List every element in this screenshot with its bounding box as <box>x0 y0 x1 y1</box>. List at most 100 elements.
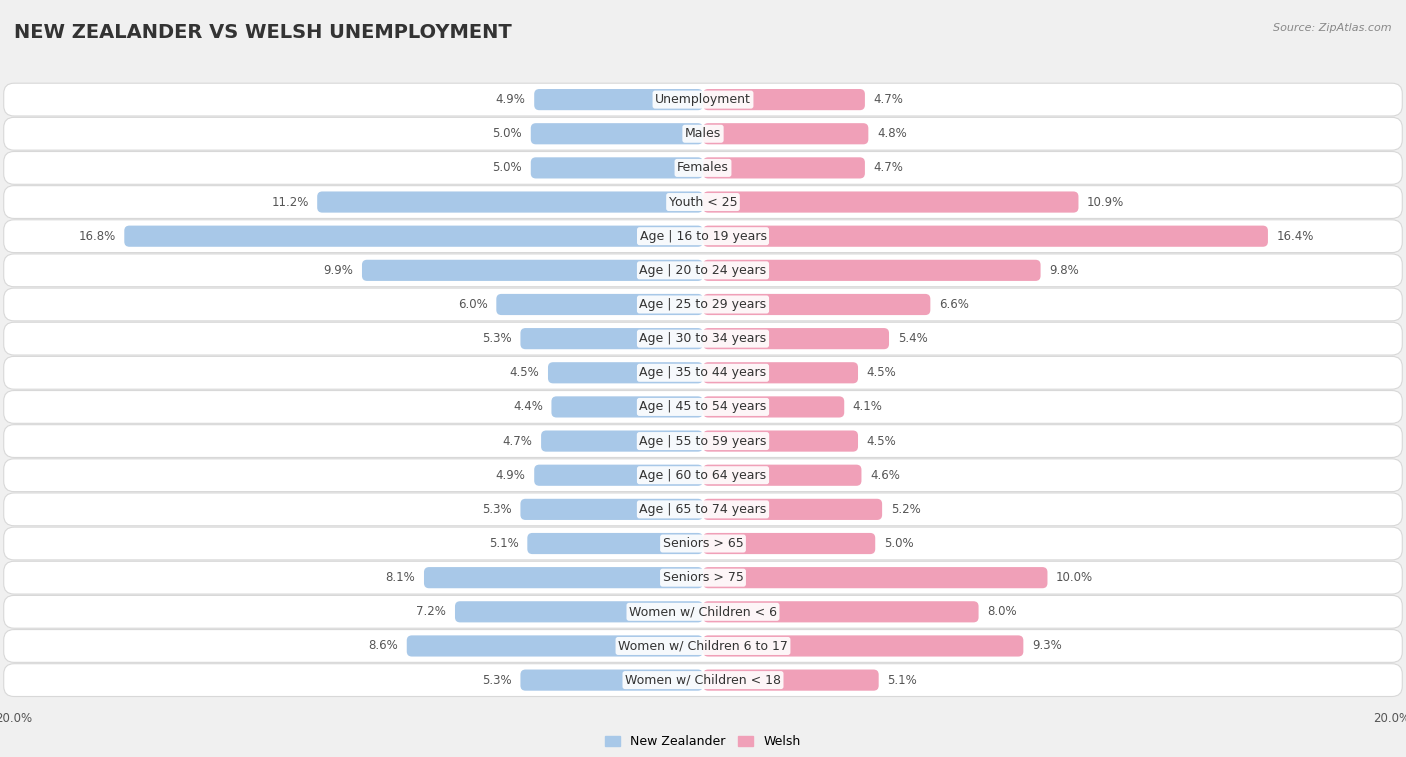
FancyBboxPatch shape <box>703 533 875 554</box>
FancyBboxPatch shape <box>4 493 1402 526</box>
FancyBboxPatch shape <box>703 260 1040 281</box>
Text: Age | 55 to 59 years: Age | 55 to 59 years <box>640 435 766 447</box>
Text: 4.5%: 4.5% <box>866 435 897 447</box>
Text: 7.2%: 7.2% <box>416 606 446 618</box>
Text: Males: Males <box>685 127 721 140</box>
Text: Unemployment: Unemployment <box>655 93 751 106</box>
Text: 4.5%: 4.5% <box>866 366 897 379</box>
FancyBboxPatch shape <box>4 83 1402 116</box>
FancyBboxPatch shape <box>4 391 1402 423</box>
FancyBboxPatch shape <box>703 669 879 690</box>
FancyBboxPatch shape <box>124 226 703 247</box>
Text: 8.1%: 8.1% <box>385 572 415 584</box>
FancyBboxPatch shape <box>4 288 1402 321</box>
Text: 4.4%: 4.4% <box>513 400 543 413</box>
Legend: New Zealander, Welsh: New Zealander, Welsh <box>606 735 800 748</box>
FancyBboxPatch shape <box>4 596 1402 628</box>
FancyBboxPatch shape <box>520 328 703 349</box>
FancyBboxPatch shape <box>318 192 703 213</box>
Text: NEW ZEALANDER VS WELSH UNEMPLOYMENT: NEW ZEALANDER VS WELSH UNEMPLOYMENT <box>14 23 512 42</box>
Text: 5.0%: 5.0% <box>884 537 914 550</box>
FancyBboxPatch shape <box>4 630 1402 662</box>
Text: Seniors > 65: Seniors > 65 <box>662 537 744 550</box>
Text: Age | 35 to 44 years: Age | 35 to 44 years <box>640 366 766 379</box>
FancyBboxPatch shape <box>4 357 1402 389</box>
Text: 4.1%: 4.1% <box>853 400 883 413</box>
Text: 5.4%: 5.4% <box>897 332 928 345</box>
FancyBboxPatch shape <box>496 294 703 315</box>
FancyBboxPatch shape <box>703 431 858 452</box>
FancyBboxPatch shape <box>703 465 862 486</box>
FancyBboxPatch shape <box>703 226 1268 247</box>
Text: 10.0%: 10.0% <box>1056 572 1094 584</box>
Text: 4.7%: 4.7% <box>873 93 904 106</box>
FancyBboxPatch shape <box>703 123 869 145</box>
Text: Women w/ Children < 18: Women w/ Children < 18 <box>626 674 780 687</box>
Text: 6.0%: 6.0% <box>458 298 488 311</box>
FancyBboxPatch shape <box>531 157 703 179</box>
FancyBboxPatch shape <box>520 669 703 690</box>
Text: 16.8%: 16.8% <box>79 229 115 243</box>
FancyBboxPatch shape <box>703 499 882 520</box>
Text: Age | 65 to 74 years: Age | 65 to 74 years <box>640 503 766 516</box>
Text: Females: Females <box>678 161 728 174</box>
Text: Seniors > 75: Seniors > 75 <box>662 572 744 584</box>
Text: Women w/ Children < 6: Women w/ Children < 6 <box>628 606 778 618</box>
FancyBboxPatch shape <box>541 431 703 452</box>
Text: Source: ZipAtlas.com: Source: ZipAtlas.com <box>1274 23 1392 33</box>
FancyBboxPatch shape <box>4 322 1402 355</box>
FancyBboxPatch shape <box>4 185 1402 219</box>
FancyBboxPatch shape <box>534 89 703 111</box>
FancyBboxPatch shape <box>4 220 1402 253</box>
FancyBboxPatch shape <box>703 89 865 111</box>
Text: 10.9%: 10.9% <box>1087 195 1125 208</box>
FancyBboxPatch shape <box>4 561 1402 594</box>
Text: 5.0%: 5.0% <box>492 161 522 174</box>
FancyBboxPatch shape <box>703 362 858 383</box>
Text: 5.0%: 5.0% <box>492 127 522 140</box>
FancyBboxPatch shape <box>703 635 1024 656</box>
FancyBboxPatch shape <box>425 567 703 588</box>
FancyBboxPatch shape <box>4 664 1402 696</box>
FancyBboxPatch shape <box>548 362 703 383</box>
FancyBboxPatch shape <box>534 465 703 486</box>
Text: 16.4%: 16.4% <box>1277 229 1315 243</box>
Text: 4.9%: 4.9% <box>496 469 526 481</box>
Text: 6.6%: 6.6% <box>939 298 969 311</box>
FancyBboxPatch shape <box>703 294 931 315</box>
Text: 5.3%: 5.3% <box>482 503 512 516</box>
FancyBboxPatch shape <box>703 192 1078 213</box>
Text: 8.0%: 8.0% <box>987 606 1017 618</box>
Text: 4.8%: 4.8% <box>877 127 907 140</box>
FancyBboxPatch shape <box>520 499 703 520</box>
FancyBboxPatch shape <box>4 527 1402 560</box>
Text: Youth < 25: Youth < 25 <box>669 195 737 208</box>
FancyBboxPatch shape <box>703 157 865 179</box>
FancyBboxPatch shape <box>4 151 1402 184</box>
Text: 5.3%: 5.3% <box>482 674 512 687</box>
FancyBboxPatch shape <box>703 397 844 418</box>
FancyBboxPatch shape <box>4 117 1402 150</box>
Text: Age | 20 to 24 years: Age | 20 to 24 years <box>640 264 766 277</box>
FancyBboxPatch shape <box>703 601 979 622</box>
Text: Age | 45 to 54 years: Age | 45 to 54 years <box>640 400 766 413</box>
Text: Women w/ Children 6 to 17: Women w/ Children 6 to 17 <box>619 640 787 653</box>
Text: 4.9%: 4.9% <box>496 93 526 106</box>
Text: 5.1%: 5.1% <box>887 674 917 687</box>
FancyBboxPatch shape <box>531 123 703 145</box>
Text: 4.5%: 4.5% <box>509 366 540 379</box>
FancyBboxPatch shape <box>4 425 1402 457</box>
Text: 11.2%: 11.2% <box>271 195 308 208</box>
Text: 9.9%: 9.9% <box>323 264 353 277</box>
FancyBboxPatch shape <box>703 567 1047 588</box>
FancyBboxPatch shape <box>527 533 703 554</box>
Text: 4.7%: 4.7% <box>502 435 533 447</box>
Text: 4.7%: 4.7% <box>873 161 904 174</box>
Text: 5.3%: 5.3% <box>482 332 512 345</box>
Text: Age | 30 to 34 years: Age | 30 to 34 years <box>640 332 766 345</box>
FancyBboxPatch shape <box>406 635 703 656</box>
Text: 4.6%: 4.6% <box>870 469 900 481</box>
FancyBboxPatch shape <box>4 459 1402 491</box>
Text: Age | 60 to 64 years: Age | 60 to 64 years <box>640 469 766 481</box>
FancyBboxPatch shape <box>703 328 889 349</box>
